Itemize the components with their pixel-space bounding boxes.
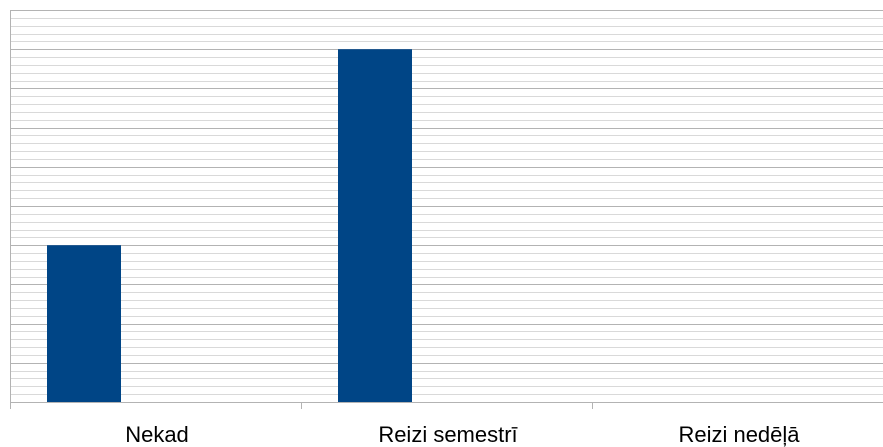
- category-label: Reizi semestrī: [378, 422, 518, 447]
- category-label: Reizi nedēļā: [678, 422, 800, 447]
- gridlines: [10, 10, 883, 395]
- category-labels: Nekad Reizi semestrī Reizi nedēļā: [125, 422, 800, 447]
- category-label: Nekad: [125, 422, 189, 447]
- bars: [47, 49, 412, 402]
- bar-1: [338, 49, 412, 402]
- x-axis: [10, 10, 883, 409]
- bar-0: [47, 245, 121, 402]
